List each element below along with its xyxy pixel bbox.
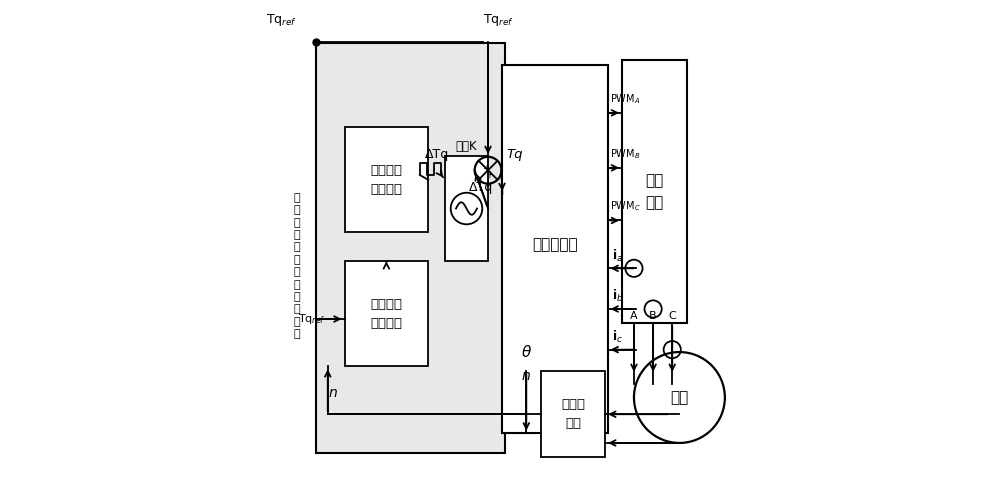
Text: +: + <box>482 164 490 174</box>
Text: PWM$_C$: PWM$_C$ <box>610 199 641 213</box>
Bar <box>345 127 428 232</box>
Text: 开关K: 开关K <box>456 140 477 153</box>
Bar <box>622 60 687 323</box>
Text: $\mathbf{i}_b$: $\mathbf{i}_b$ <box>612 288 624 304</box>
Text: θ: θ <box>522 345 531 360</box>
Text: 功率
元件: 功率 元件 <box>645 173 663 211</box>
Text: ΔTq: ΔTq <box>424 148 449 161</box>
Text: 电
机
堵
转
状
态
下
的
处
理
装
置: 电 机 堵 转 状 态 下 的 处 理 装 置 <box>293 193 300 339</box>
Text: Tq: Tq <box>506 148 523 161</box>
Text: n: n <box>522 369 531 383</box>
Text: C: C <box>668 311 676 321</box>
Text: Tq$_{ref}$: Tq$_{ref}$ <box>266 12 296 28</box>
Text: +: + <box>485 170 493 180</box>
Text: ΔTq: ΔTq <box>469 181 493 194</box>
Bar <box>345 261 428 366</box>
Text: PWM$_B$: PWM$_B$ <box>610 147 640 161</box>
Text: 矢量控制器: 矢量控制器 <box>532 237 578 252</box>
Text: Tq$_{ref}$: Tq$_{ref}$ <box>483 12 514 28</box>
Bar <box>445 156 488 261</box>
Text: Tq$_{ref}$: Tq$_{ref}$ <box>298 312 325 326</box>
Text: A: A <box>630 311 638 321</box>
Text: 扭矩变动
发生单元: 扭矩变动 发生单元 <box>370 164 402 196</box>
Bar <box>541 371 605 457</box>
Text: 电机堵转
判断单元: 电机堵转 判断单元 <box>370 298 402 330</box>
Text: 位置传
感器: 位置传 感器 <box>561 398 585 430</box>
Bar <box>502 65 608 433</box>
Text: n: n <box>328 386 337 399</box>
Text: B: B <box>649 311 657 321</box>
Text: PWM$_A$: PWM$_A$ <box>610 92 640 106</box>
Text: $\mathbf{i}_a$: $\mathbf{i}_a$ <box>612 247 624 263</box>
Bar <box>316 44 505 453</box>
Text: $\mathbf{i}_c$: $\mathbf{i}_c$ <box>612 329 624 345</box>
Text: 电机: 电机 <box>670 390 689 405</box>
